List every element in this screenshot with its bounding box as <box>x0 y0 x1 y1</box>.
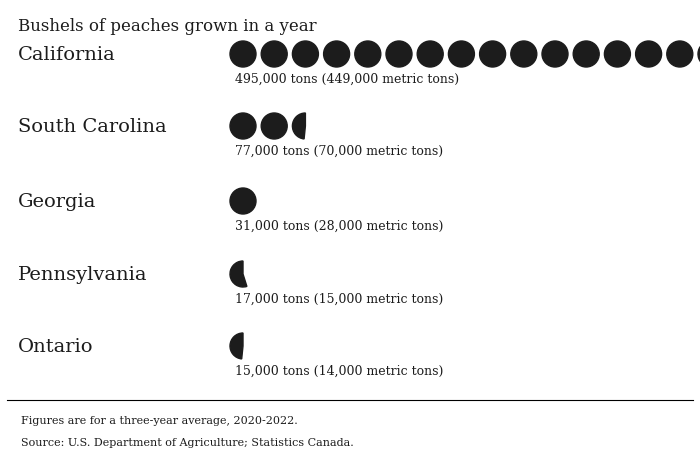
Circle shape <box>261 42 287 68</box>
Circle shape <box>542 42 568 68</box>
Circle shape <box>293 42 318 68</box>
Circle shape <box>480 42 505 68</box>
Text: Pennsylvania: Pennsylvania <box>18 265 148 283</box>
Circle shape <box>386 42 412 68</box>
Circle shape <box>667 42 693 68</box>
Text: 31,000 tons (28,000 metric tons): 31,000 tons (28,000 metric tons) <box>235 219 443 233</box>
Circle shape <box>636 42 662 68</box>
Text: California: California <box>18 46 116 64</box>
Wedge shape <box>698 42 700 68</box>
Wedge shape <box>293 114 305 140</box>
Circle shape <box>230 114 256 140</box>
Text: Ontario: Ontario <box>18 337 94 355</box>
Text: 17,000 tons (15,000 metric tons): 17,000 tons (15,000 metric tons) <box>235 293 443 305</box>
Circle shape <box>449 42 475 68</box>
Text: Source: U.S. Department of Agriculture; Statistics Canada.: Source: U.S. Department of Agriculture; … <box>21 437 354 447</box>
Wedge shape <box>230 262 247 288</box>
Text: South Carolina: South Carolina <box>18 118 167 136</box>
Circle shape <box>261 114 287 140</box>
Circle shape <box>417 42 443 68</box>
Text: Georgia: Georgia <box>18 192 97 211</box>
Circle shape <box>323 42 349 68</box>
Wedge shape <box>230 333 243 359</box>
Circle shape <box>573 42 599 68</box>
Circle shape <box>230 188 256 214</box>
Circle shape <box>604 42 631 68</box>
Text: 495,000 tons (449,000 metric tons): 495,000 tons (449,000 metric tons) <box>235 73 459 86</box>
Circle shape <box>511 42 537 68</box>
Text: 15,000 tons (14,000 metric tons): 15,000 tons (14,000 metric tons) <box>235 364 443 377</box>
Circle shape <box>355 42 381 68</box>
Circle shape <box>230 42 256 68</box>
Text: 77,000 tons (70,000 metric tons): 77,000 tons (70,000 metric tons) <box>235 145 443 157</box>
Text: Figures are for a three-year average, 2020-2022.: Figures are for a three-year average, 20… <box>21 415 298 425</box>
Text: Bushels of peaches grown in a year: Bushels of peaches grown in a year <box>18 18 316 35</box>
